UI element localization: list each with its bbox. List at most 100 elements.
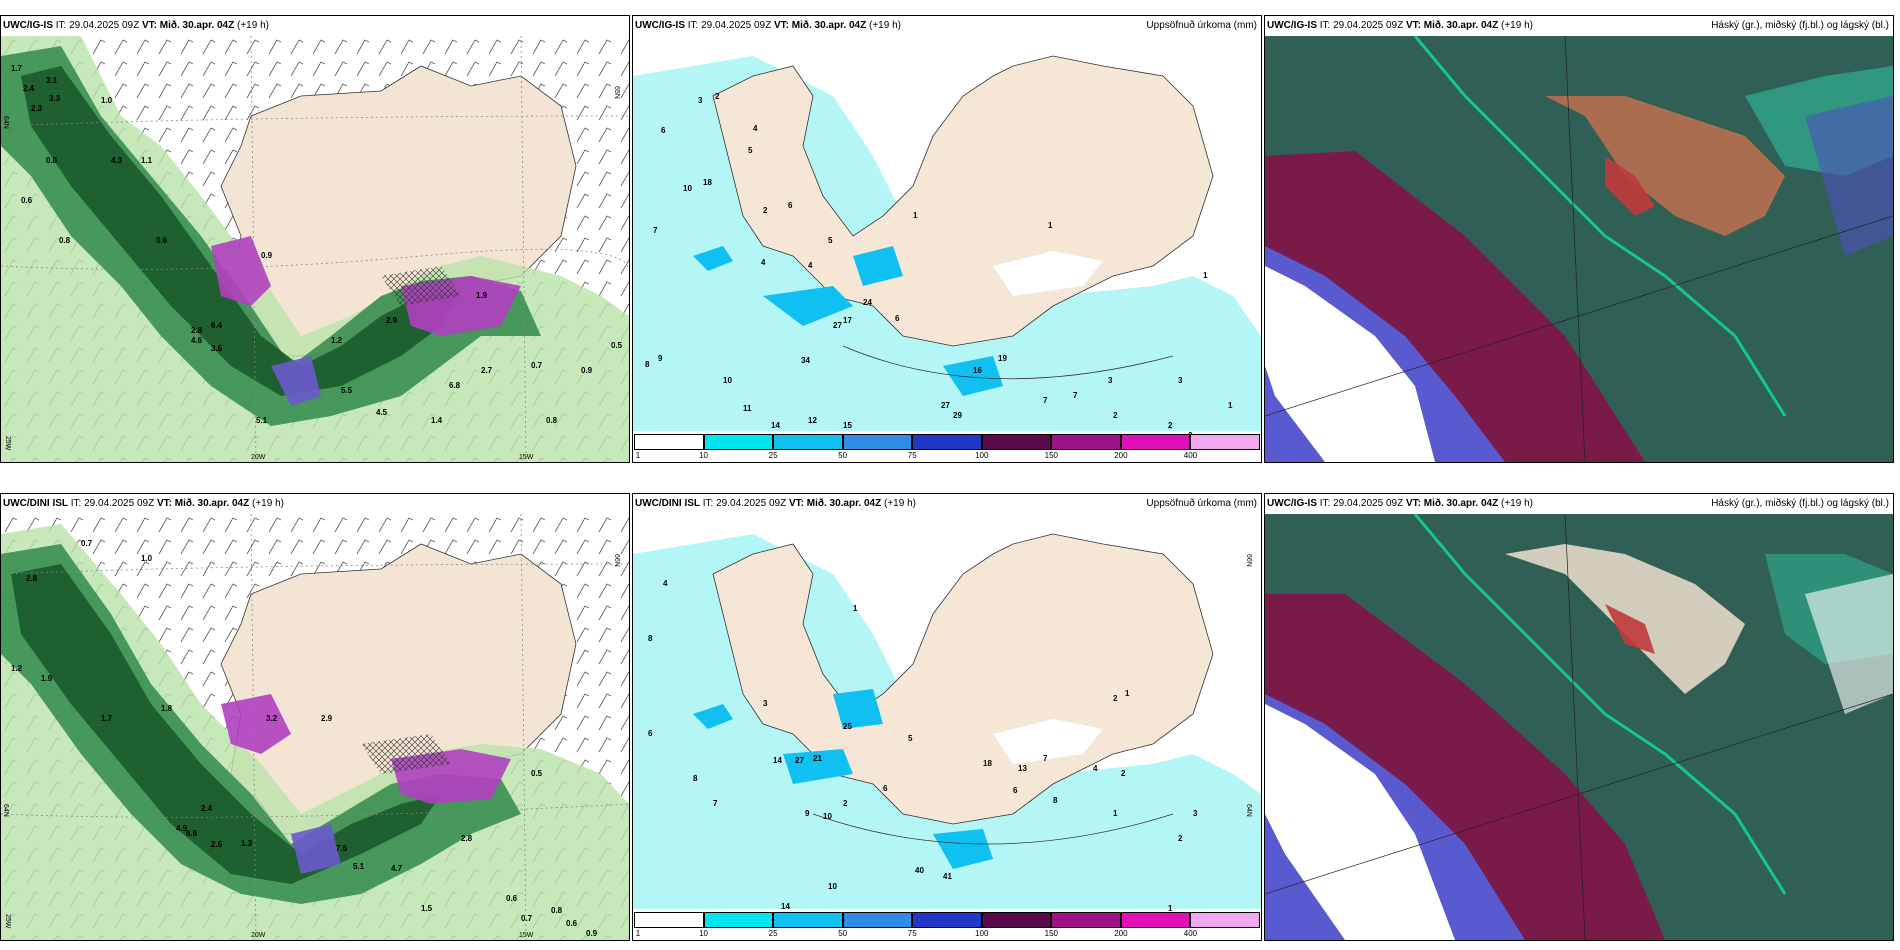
panel-accum-precip-dini: UWC/DINI ISL IT: 29.04.2025 09Z VT: Mið.… [632, 493, 1262, 941]
map-canvas[interactable] [1265, 514, 1893, 940]
model-name: UWC/IG-IS [3, 20, 53, 31]
panel-precip-wind-dini: UWC/DINI ISL IT: 29.04.2025 09Z VT: Mið.… [0, 493, 630, 941]
colorbar-swatch [981, 912, 1052, 928]
lat-label: 64N [1245, 804, 1252, 817]
value-label: 13 [1018, 764, 1027, 773]
lat-label: 64N [2, 804, 9, 817]
colorbar-swatch [1120, 434, 1191, 450]
value-label: 2.4 [201, 804, 213, 813]
value-label: 2 [1178, 834, 1183, 843]
colorbar-swatch [634, 912, 704, 928]
value-label: 7 [713, 799, 718, 808]
lat-label: 66N [613, 554, 620, 567]
colorbar-swatch [703, 912, 774, 928]
valid-time-label: VT: [156, 498, 172, 509]
value-label: 0.7 [531, 361, 543, 370]
value-label: 0.8 [46, 156, 58, 165]
valid-time: Mið. 30.apr. 04Z [1423, 20, 1499, 31]
value-label: 6 [661, 126, 666, 135]
init-time: IT: 29.04.2025 09Z [702, 498, 787, 509]
map-canvas[interactable] [633, 36, 1261, 462]
value-label: 2 [715, 92, 720, 101]
value-label: 3.1 [46, 76, 58, 85]
colorbar-swatch [773, 434, 843, 450]
value-label: 7 [1043, 754, 1048, 763]
value-label: 0.6 [156, 236, 168, 245]
panel-title: Uppsöfnuð úrkoma (mm) [1146, 498, 1257, 509]
value-label: 3 [1178, 376, 1183, 385]
value-label: 6 [648, 729, 653, 738]
value-label: 1.9 [476, 291, 488, 300]
map-canvas[interactable] [1, 514, 629, 940]
valid-time: Mið. 30.apr. 04Z [174, 498, 250, 509]
value-label: 1.7 [101, 714, 113, 723]
colorbar-tick-label: 1 [635, 929, 641, 938]
value-label: 19 [998, 354, 1007, 363]
value-label: 2.8 [26, 574, 38, 583]
value-label: 14 [773, 756, 782, 765]
model-name: UWC/IG-IS [1267, 20, 1317, 31]
value-label: 8 [1053, 796, 1058, 805]
colorbar-swatch [1190, 912, 1260, 928]
lon-label: 25W [4, 436, 11, 451]
map-canvas[interactable] [1, 36, 629, 462]
value-label: 1.0 [101, 96, 113, 105]
value-label: 1 [1228, 401, 1233, 410]
map-canvas[interactable] [633, 514, 1261, 940]
value-label: 2 [843, 799, 848, 808]
colorbar-swatch [773, 912, 843, 928]
map-canvas[interactable] [1265, 36, 1893, 462]
value-label: 2 [1113, 694, 1118, 703]
value-label: 1 [1048, 221, 1053, 230]
value-label: 29 [953, 411, 962, 420]
valid-time: Mið. 30.apr. 04Z [1423, 498, 1499, 509]
value-label: 0.5 [531, 769, 543, 778]
value-label: 4 [753, 124, 758, 133]
panel-clouds-igis: UWC/IG-IS IT: 29.04.2025 09Z VT: Mið. 30… [1264, 15, 1894, 463]
panel-header: UWC/IG-IS IT: 29.04.2025 09Z VT: Mið. 30… [1265, 16, 1893, 36]
colorbar-tick-label: 25 [768, 451, 778, 460]
value-label: 0.8 [551, 906, 563, 915]
value-label: 1.2 [331, 336, 343, 345]
value-label: 12 [808, 416, 817, 425]
value-label: 1.7 [11, 64, 23, 73]
value-label: 5 [908, 734, 913, 743]
lead-time: (+19 h) [1501, 20, 1533, 31]
colorbar-swatch [842, 912, 913, 928]
valid-time: Mið. 30.apr. 04Z [159, 20, 235, 31]
value-label: 5 [828, 236, 833, 245]
lon-label: 15W [519, 454, 534, 461]
precip-value-labels: 0.7 1.0 2.8 1.7 1.9 1.2 2.4 4.9 6.6 1.3 … [1, 514, 629, 940]
value-label: 4.3 [111, 156, 123, 165]
value-label: 3 [1193, 809, 1198, 818]
value-label: 1.2 [11, 664, 23, 673]
value-label: 40 [915, 866, 924, 875]
panel-precip-wind-igis: UWC/IG-IS IT: 29.04.2025 09Z VT: Mið. 30… [0, 15, 630, 463]
value-label: 5.5 [341, 386, 353, 395]
lead-time: (+19 h) [252, 498, 284, 509]
value-label: 0.6 [566, 919, 578, 928]
value-label: 2 [1168, 421, 1173, 430]
value-label: 24 [863, 298, 872, 307]
value-label: 8 [648, 634, 653, 643]
value-label: 14 [781, 902, 790, 911]
value-label: 0.5 [611, 341, 623, 350]
value-label: 6 [788, 201, 793, 210]
colorbar-tick-label: 10 [699, 451, 708, 460]
value-label: 2 [763, 206, 768, 215]
panel-header: UWC/IG-IS IT: 29.04.2025 09Z VT: Mið. 30… [633, 16, 1261, 36]
precip-value-labels: 1.7 2.4 2.3 3.1 3.3 1.0 0.8 0.6 1.1 4.3 … [1, 36, 629, 462]
value-label: 2.9 [321, 714, 333, 723]
model-name: UWC/DINI ISL [635, 498, 700, 509]
lead-time: (+19 h) [869, 20, 901, 31]
value-label: 0.9 [261, 251, 273, 260]
precip-value-labels: 4 8 6 7 2 1 3 5 6 8 10 9 14 25 27 21 13 … [633, 514, 1261, 940]
panel-clouds-dini: UWC/IG-IS IT: 29.04.2025 09Z VT: Mið. 30… [1264, 493, 1894, 941]
colorbar-tick-label: 100 [975, 929, 989, 938]
value-label: 1.1 [141, 156, 153, 165]
colorbar: 1 10 25 50 75 100 150 200 400 [634, 434, 1260, 460]
init-time: IT: 29.04.2025 09Z [1319, 498, 1404, 509]
value-label: 5.1 [353, 862, 365, 871]
value-label: 6 [895, 314, 900, 323]
colorbar-tick-label: 150 [1044, 451, 1059, 460]
